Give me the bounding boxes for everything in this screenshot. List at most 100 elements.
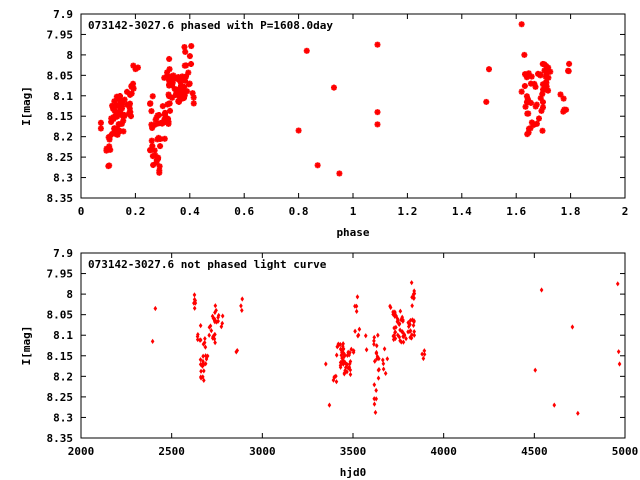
data-point xyxy=(410,294,414,300)
data-point xyxy=(545,68,552,75)
data-point xyxy=(213,303,218,309)
data-point xyxy=(181,83,188,90)
data-point xyxy=(388,304,393,311)
data-point xyxy=(521,83,528,90)
data-point xyxy=(132,66,139,73)
data-point xyxy=(410,303,414,309)
data-point xyxy=(159,103,166,110)
data-point xyxy=(178,89,185,96)
data-point xyxy=(338,341,343,348)
y-tick-label: 8.1 xyxy=(53,329,73,342)
data-point xyxy=(385,356,390,362)
data-point xyxy=(377,356,381,362)
data-point xyxy=(126,111,133,118)
data-point xyxy=(107,146,114,153)
data-point xyxy=(383,370,388,377)
data-point xyxy=(372,338,376,344)
data-point xyxy=(376,375,381,381)
data-point xyxy=(355,294,360,300)
data-point xyxy=(391,336,396,343)
data-point xyxy=(106,162,113,169)
data-point xyxy=(195,336,200,343)
data-point xyxy=(314,162,321,169)
data-point xyxy=(420,351,424,357)
data-point xyxy=(395,319,400,325)
y-tick-label: 8.15 xyxy=(47,110,74,123)
data-point xyxy=(199,368,203,374)
data-point xyxy=(374,349,379,356)
data-point xyxy=(220,313,225,319)
data-point xyxy=(410,317,415,323)
data-point xyxy=(202,368,206,374)
data-point xyxy=(354,308,359,315)
data-point xyxy=(166,76,173,83)
x-tick-label: 0.8 xyxy=(289,205,309,218)
data-point xyxy=(203,344,208,350)
data-point xyxy=(406,329,410,335)
data-point xyxy=(342,370,347,376)
x-tick-label: 4000 xyxy=(430,445,457,458)
y-tick-label: 8 xyxy=(66,288,73,301)
data-point xyxy=(397,321,402,327)
data-point xyxy=(148,137,155,144)
y-tick-label: 8.35 xyxy=(47,432,74,445)
data-point xyxy=(128,90,135,97)
data-point xyxy=(216,312,221,319)
data-point xyxy=(615,281,620,287)
data-point xyxy=(173,89,180,96)
y-tick-label: 8.25 xyxy=(47,151,74,164)
data-point xyxy=(201,341,206,347)
data-point xyxy=(207,332,211,338)
data-point xyxy=(525,70,532,77)
data-point xyxy=(341,341,345,347)
data-point xyxy=(399,339,404,345)
data-point xyxy=(198,323,203,329)
y-tick-label: 8.25 xyxy=(47,391,74,404)
data-point xyxy=(395,316,400,322)
data-point xyxy=(149,93,156,100)
data-point xyxy=(393,329,398,335)
phased-plot-frame xyxy=(80,13,626,199)
data-point xyxy=(240,296,245,302)
phased-axis-ticks: 0 0.2 0.4 0.6 0.8 1 1.2 1.4 1.6 1.8 2 7.9 7.95 8 8.05 8… xyxy=(47,8,629,218)
data-point xyxy=(343,359,347,366)
data-point xyxy=(327,402,332,408)
data-point xyxy=(155,134,162,141)
data-point xyxy=(186,53,193,60)
unphased-axis-ticks: 2000 2500 3000 3500 4000 4500 5000 7.9 7.95 8 8.05… xyxy=(47,247,639,458)
data-point xyxy=(565,68,572,75)
data-point xyxy=(377,366,381,373)
data-point xyxy=(527,99,534,106)
data-point xyxy=(240,307,244,314)
data-point xyxy=(566,60,573,67)
y-tick-label: 8.15 xyxy=(47,350,74,363)
phased-x-axis-label: phase xyxy=(336,226,369,239)
data-point xyxy=(374,109,381,116)
data-point xyxy=(412,318,416,324)
y-tick-label: 8.3 xyxy=(53,411,73,424)
data-point xyxy=(347,361,352,367)
y-tick-label: 8.35 xyxy=(47,192,74,205)
data-point xyxy=(97,125,104,132)
data-point xyxy=(398,308,403,314)
data-point xyxy=(190,94,197,101)
x-tick-label: 3500 xyxy=(340,445,367,458)
data-point xyxy=(532,103,539,110)
data-point xyxy=(382,346,387,352)
data-point xyxy=(219,323,224,330)
data-point xyxy=(518,88,525,95)
data-point xyxy=(336,341,341,347)
unphased-x-axis-label: hjd0 xyxy=(340,466,367,479)
data-point xyxy=(170,72,177,79)
data-point xyxy=(166,55,173,62)
x-tick-label: 2500 xyxy=(158,445,185,458)
data-point xyxy=(182,62,189,69)
data-point xyxy=(157,143,164,150)
data-point xyxy=(192,292,197,298)
data-point xyxy=(545,87,552,94)
data-point xyxy=(330,84,337,91)
data-point xyxy=(381,361,386,367)
data-point xyxy=(373,409,378,416)
data-point xyxy=(543,79,550,86)
data-point xyxy=(97,119,104,126)
